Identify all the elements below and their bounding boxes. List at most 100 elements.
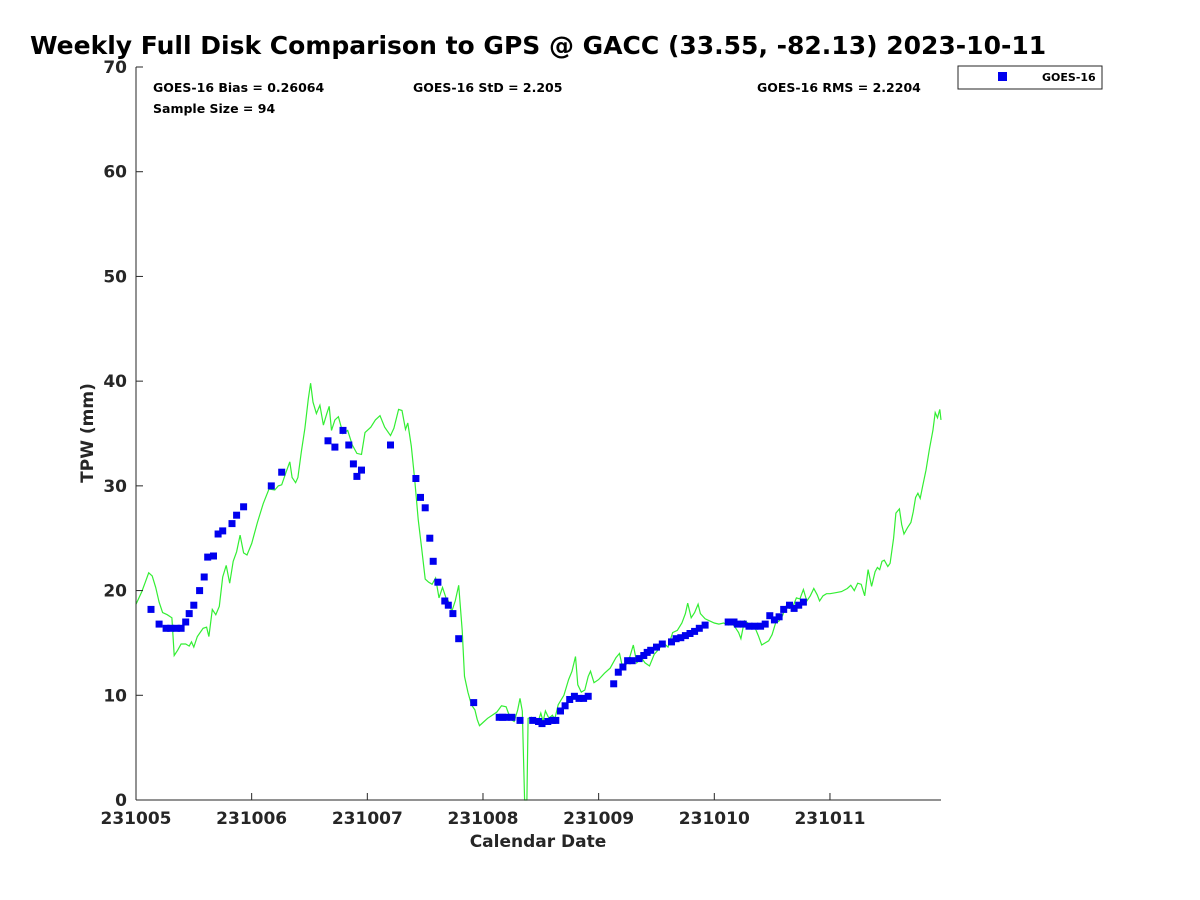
y-tick-label: 20	[103, 582, 127, 602]
data-point-goes16	[733, 620, 741, 628]
data-point-goes16	[339, 426, 347, 434]
data-point-goes16	[610, 680, 618, 688]
data-point-goes16	[614, 668, 622, 676]
stat-rms: GOES-16 RMS = 2.2204	[757, 80, 921, 95]
data-point-goes16	[724, 618, 732, 626]
data-point-goes16	[628, 657, 636, 665]
data-point-goes16	[786, 601, 793, 609]
data-point-goes16	[647, 646, 655, 654]
data-point-goes16	[155, 620, 163, 628]
data-point-goes16	[324, 437, 332, 445]
data-point-goes16	[173, 624, 180, 632]
y-tick-label: 70	[103, 58, 127, 78]
data-point-goes16	[421, 504, 429, 512]
data-point-goes16	[502, 713, 510, 721]
data-point-goes16	[441, 597, 449, 605]
data-point-goes16	[677, 634, 685, 642]
data-point-goes16	[538, 720, 546, 728]
data-point-goes16	[761, 620, 769, 628]
stat-std: GOES-16 StD = 2.205	[413, 80, 562, 95]
data-point-goes16	[349, 460, 357, 468]
data-point-goes16	[790, 604, 798, 612]
data-point-goes16	[672, 635, 680, 643]
data-point-goes16	[204, 553, 212, 561]
legend-marker-goes16	[998, 72, 1007, 81]
data-point-goes16	[775, 613, 783, 621]
x-tick-label: 231009	[563, 809, 634, 829]
data-point-goes16	[766, 612, 774, 620]
data-point-goes16	[345, 441, 353, 449]
data-point-goes16	[162, 624, 170, 632]
data-point-goes16	[508, 713, 516, 721]
y-tick-label: 0	[115, 791, 127, 811]
data-point-goes16	[331, 443, 339, 451]
data-point-goes16	[470, 699, 478, 707]
stat-bias: GOES-16 Bias = 0.26064	[153, 80, 324, 95]
data-point-goes16	[619, 663, 627, 671]
data-point-goes16	[214, 530, 222, 538]
data-point-goes16	[780, 605, 788, 613]
data-point-goes16	[695, 624, 703, 632]
data-point-goes16	[267, 482, 275, 490]
data-point-goes16	[658, 640, 666, 648]
data-point-goes16	[417, 493, 424, 501]
data-point-goes16	[167, 624, 175, 632]
x-axis-ticks: 231005 231006 231007 231008 231009 231010 2310…	[101, 793, 865, 829]
data-point-goes16	[210, 552, 217, 560]
data-point-goes16	[278, 468, 286, 476]
data-point-goes16	[701, 621, 709, 629]
data-point-goes16	[444, 601, 452, 609]
data-point-goes16	[190, 601, 198, 609]
data-point-goes16	[580, 694, 588, 702]
data-point-goes16	[358, 466, 365, 474]
x-tick-label: 231007	[332, 809, 403, 829]
plot-content	[135, 383, 942, 801]
data-point-goes16	[570, 692, 578, 700]
data-point-goes16	[552, 716, 560, 724]
y-tick-label: 40	[103, 372, 127, 392]
stat-sample-size: Sample Size = 94	[153, 101, 275, 116]
data-point-goes16	[434, 578, 442, 586]
data-point-goes16	[233, 511, 241, 519]
data-point-goes16	[575, 694, 583, 702]
x-tick-label: 231005	[101, 809, 172, 829]
data-point-goes16	[635, 655, 643, 663]
data-point-goes16	[185, 610, 193, 618]
data-point-goes16	[799, 598, 807, 606]
data-point-goes16	[228, 520, 236, 528]
data-point-goes16	[561, 702, 569, 710]
data-point-goes16	[681, 632, 689, 640]
data-point-goes16	[566, 696, 574, 703]
y-tick-label: 10	[103, 686, 127, 706]
legend: GOES-16	[957, 65, 1103, 90]
data-point-goes16	[745, 622, 753, 630]
data-point-goes16	[757, 622, 765, 630]
data-point-goes16	[770, 616, 778, 624]
data-point-goes16	[584, 692, 592, 700]
legend-label-goes16: GOES-16	[1042, 71, 1096, 84]
data-point-goes16	[455, 635, 463, 643]
data-point-goes16	[387, 441, 394, 449]
data-point-goes16	[653, 643, 660, 651]
y-axis-label: TPW (mm)	[78, 383, 98, 483]
x-tick-label: 231006	[216, 809, 287, 829]
data-point-goes16	[429, 557, 437, 565]
data-point-goes16	[691, 627, 699, 635]
plot-area	[136, 67, 941, 800]
data-point-goes16	[739, 620, 747, 628]
data-point-goes16	[177, 624, 185, 632]
chart-title: Weekly Full Disk Comparison to GPS @ GAC…	[30, 31, 1046, 60]
data-point-goes16	[449, 610, 457, 618]
x-tick-label: 231011	[794, 809, 865, 829]
data-point-goes16	[200, 573, 208, 581]
data-point-goes16	[686, 630, 694, 637]
data-point-goes16	[412, 475, 420, 482]
data-point-goes16	[529, 716, 537, 724]
x-tick-label: 231008	[447, 809, 518, 829]
data-point-goes16	[219, 527, 227, 535]
y-tick-label: 30	[103, 477, 127, 497]
data-point-goes16	[196, 587, 204, 595]
x-tick-label: 231010	[679, 809, 750, 829]
data-point-goes16	[426, 534, 434, 542]
y-axis-ticks: 0 10 20 30 40 50 60 70	[103, 58, 143, 811]
